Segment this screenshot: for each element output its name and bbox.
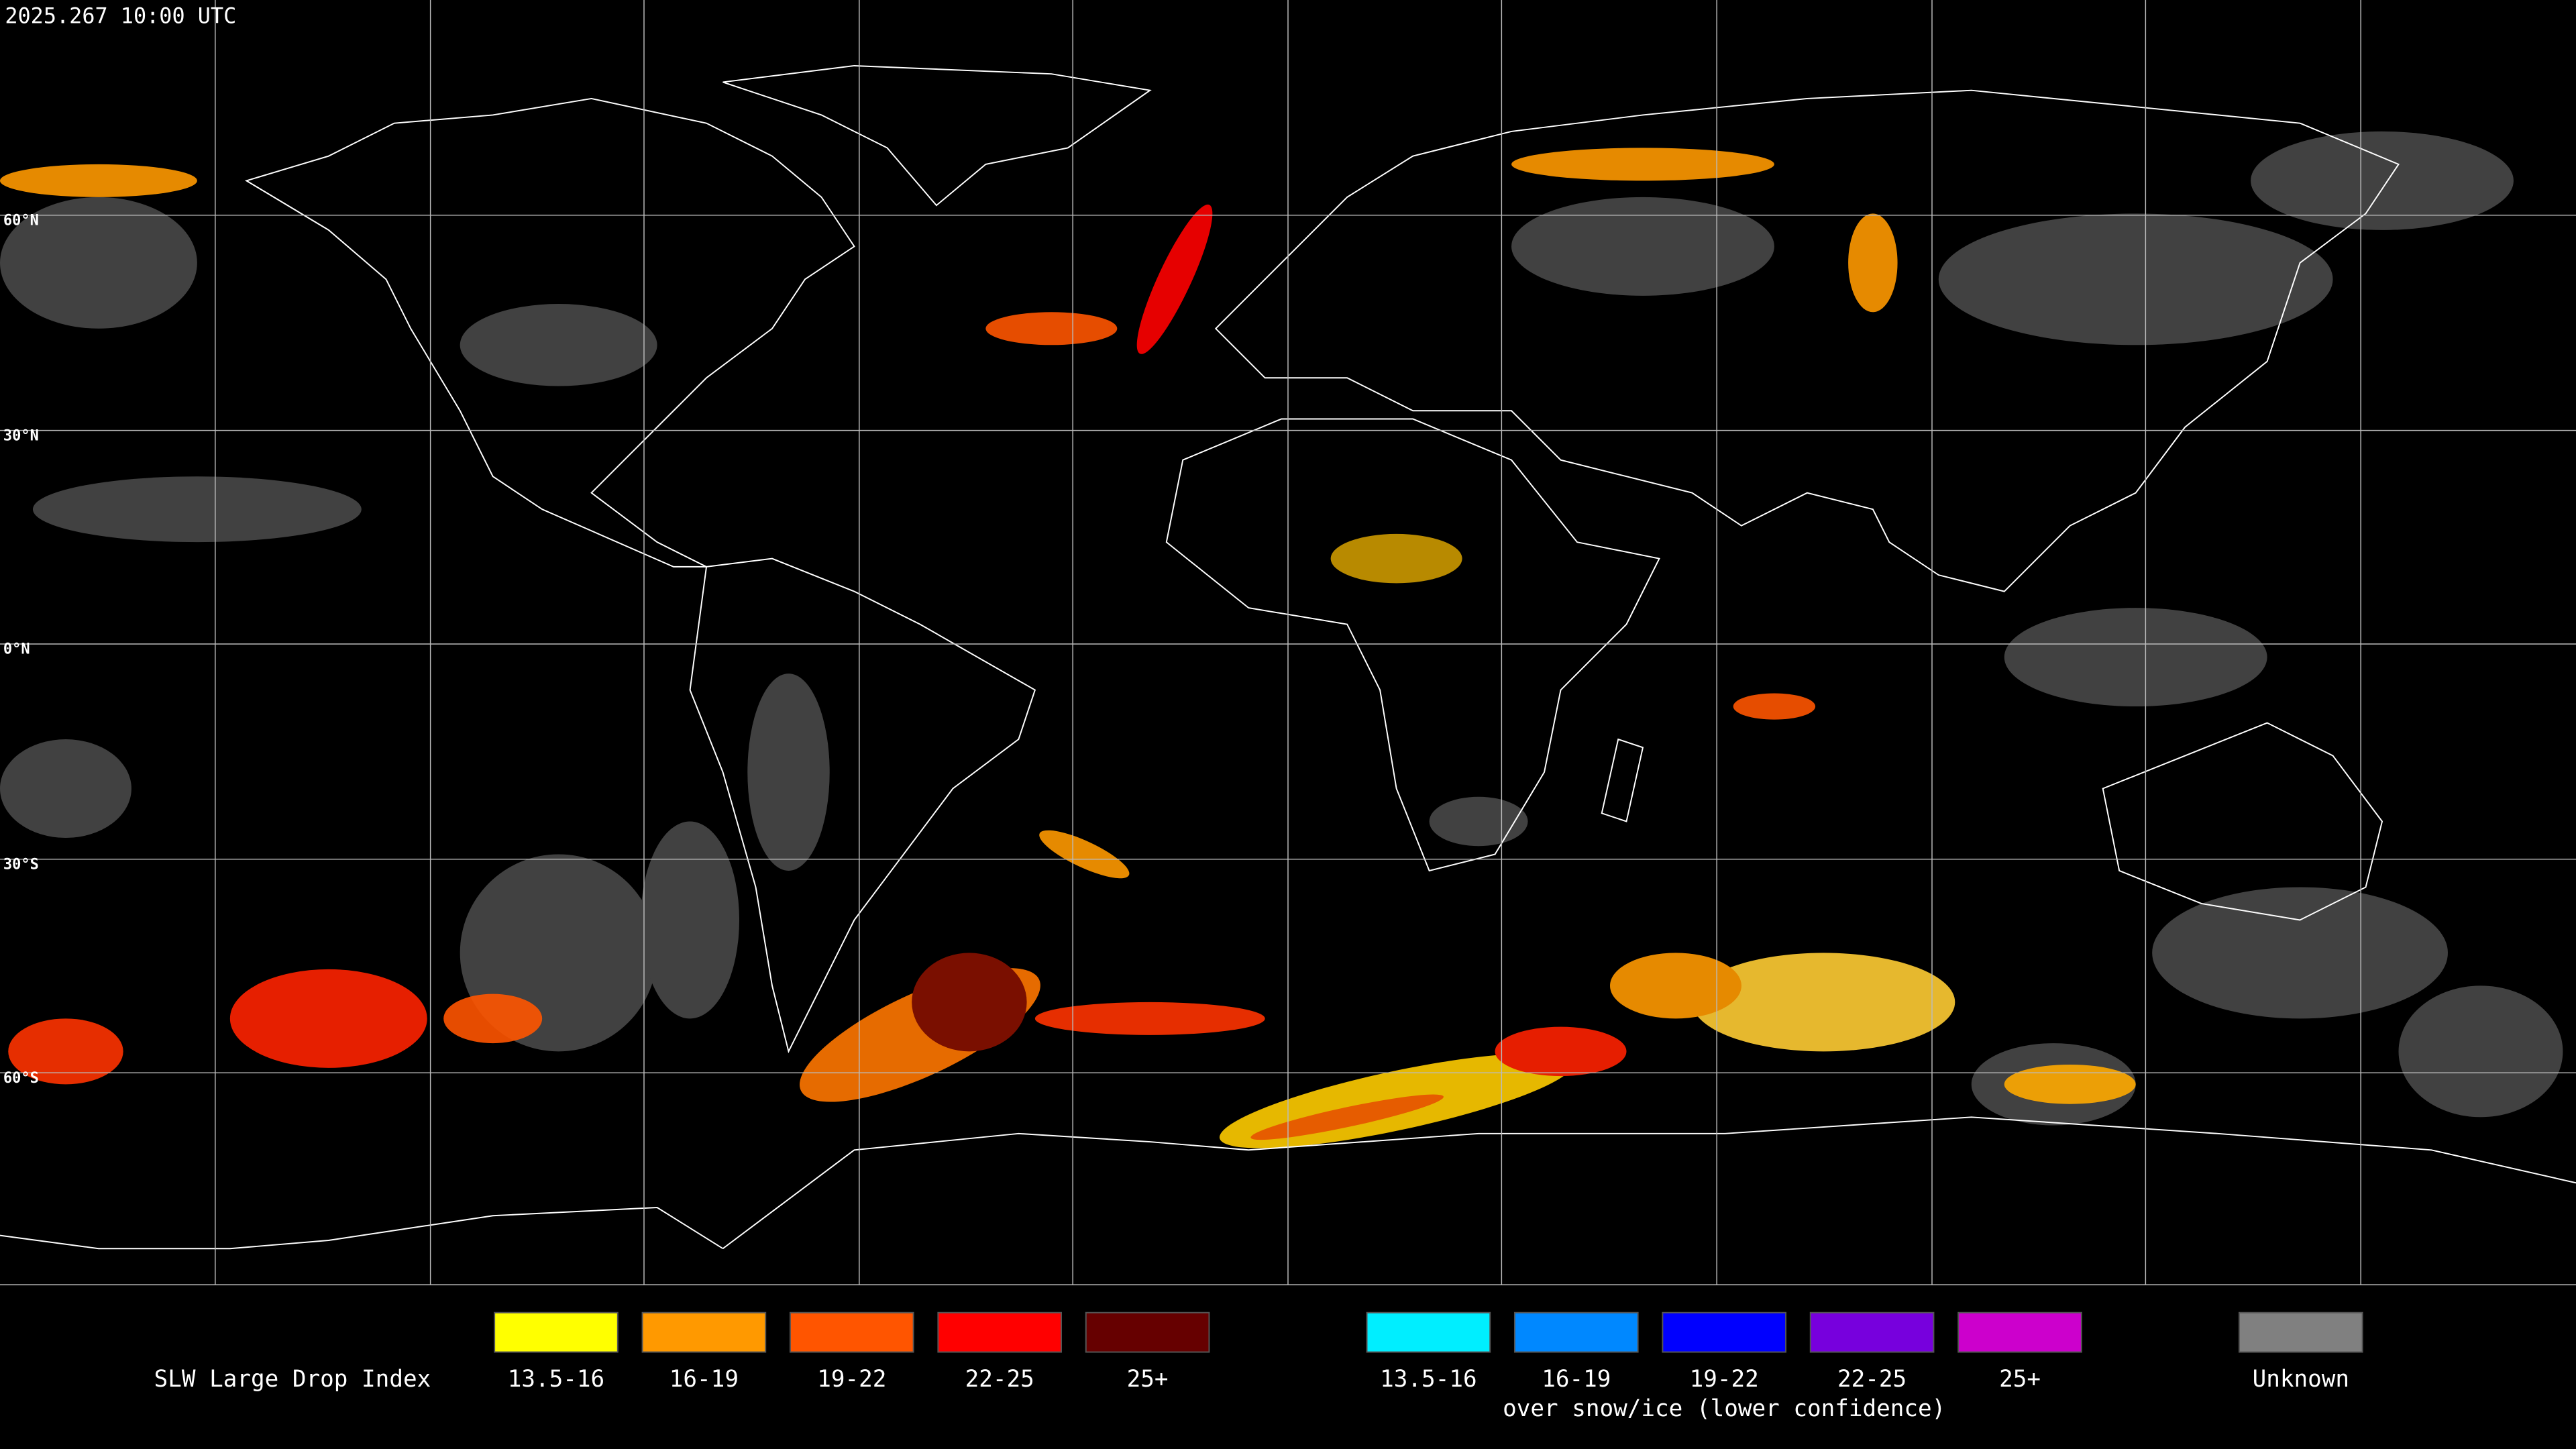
legend-swatch: [641, 1311, 767, 1353]
legend-label: 16-19: [1542, 1366, 1611, 1393]
legend-swatch: [789, 1311, 914, 1353]
latitude-label: 60°S: [3, 1070, 39, 1087]
legend-label: 19-22: [1690, 1366, 1759, 1393]
latitude-label: 0°N: [3, 641, 30, 658]
legend-label: 22-25: [965, 1366, 1034, 1393]
latitude-label: 30°S: [3, 857, 39, 873]
legend-swatch: [494, 1311, 619, 1353]
legend-caption: over snow/ice (lower confidence): [1503, 1395, 1945, 1422]
legend-swatch: [2238, 1311, 2363, 1353]
coastlines: [0, 64, 2576, 1250]
graticule: [0, 0, 2576, 1285]
legend-label: 25+: [1999, 1366, 2041, 1393]
legend-label: 16-19: [669, 1366, 739, 1393]
legend-swatch: [1366, 1311, 1491, 1353]
legend-label: 13.5-16: [1380, 1366, 1477, 1393]
legend-label: 13.5-16: [508, 1366, 604, 1393]
legend-swatch: [1957, 1311, 2082, 1353]
legend-swatch: [1809, 1311, 1935, 1353]
legend-swatch: [1662, 1311, 1787, 1353]
legend-label: 22-25: [1837, 1366, 1907, 1393]
legend-label: 25+: [1127, 1366, 1169, 1393]
latitude-label: 60°N: [3, 213, 39, 229]
cloud-field: [0, 131, 2563, 1148]
legend-swatch: [1513, 1311, 1639, 1353]
latitude-label: 30°N: [3, 427, 39, 444]
legend-swatch: [1085, 1311, 1210, 1353]
legend-label: 19-22: [817, 1366, 886, 1393]
legend-title: SLW Large Drop Index: [154, 1366, 431, 1393]
legend-swatch: [937, 1311, 1063, 1353]
legend-label: Unknown: [2253, 1366, 2349, 1393]
timestamp: 2025.267 10:00 UTC: [5, 3, 236, 28]
